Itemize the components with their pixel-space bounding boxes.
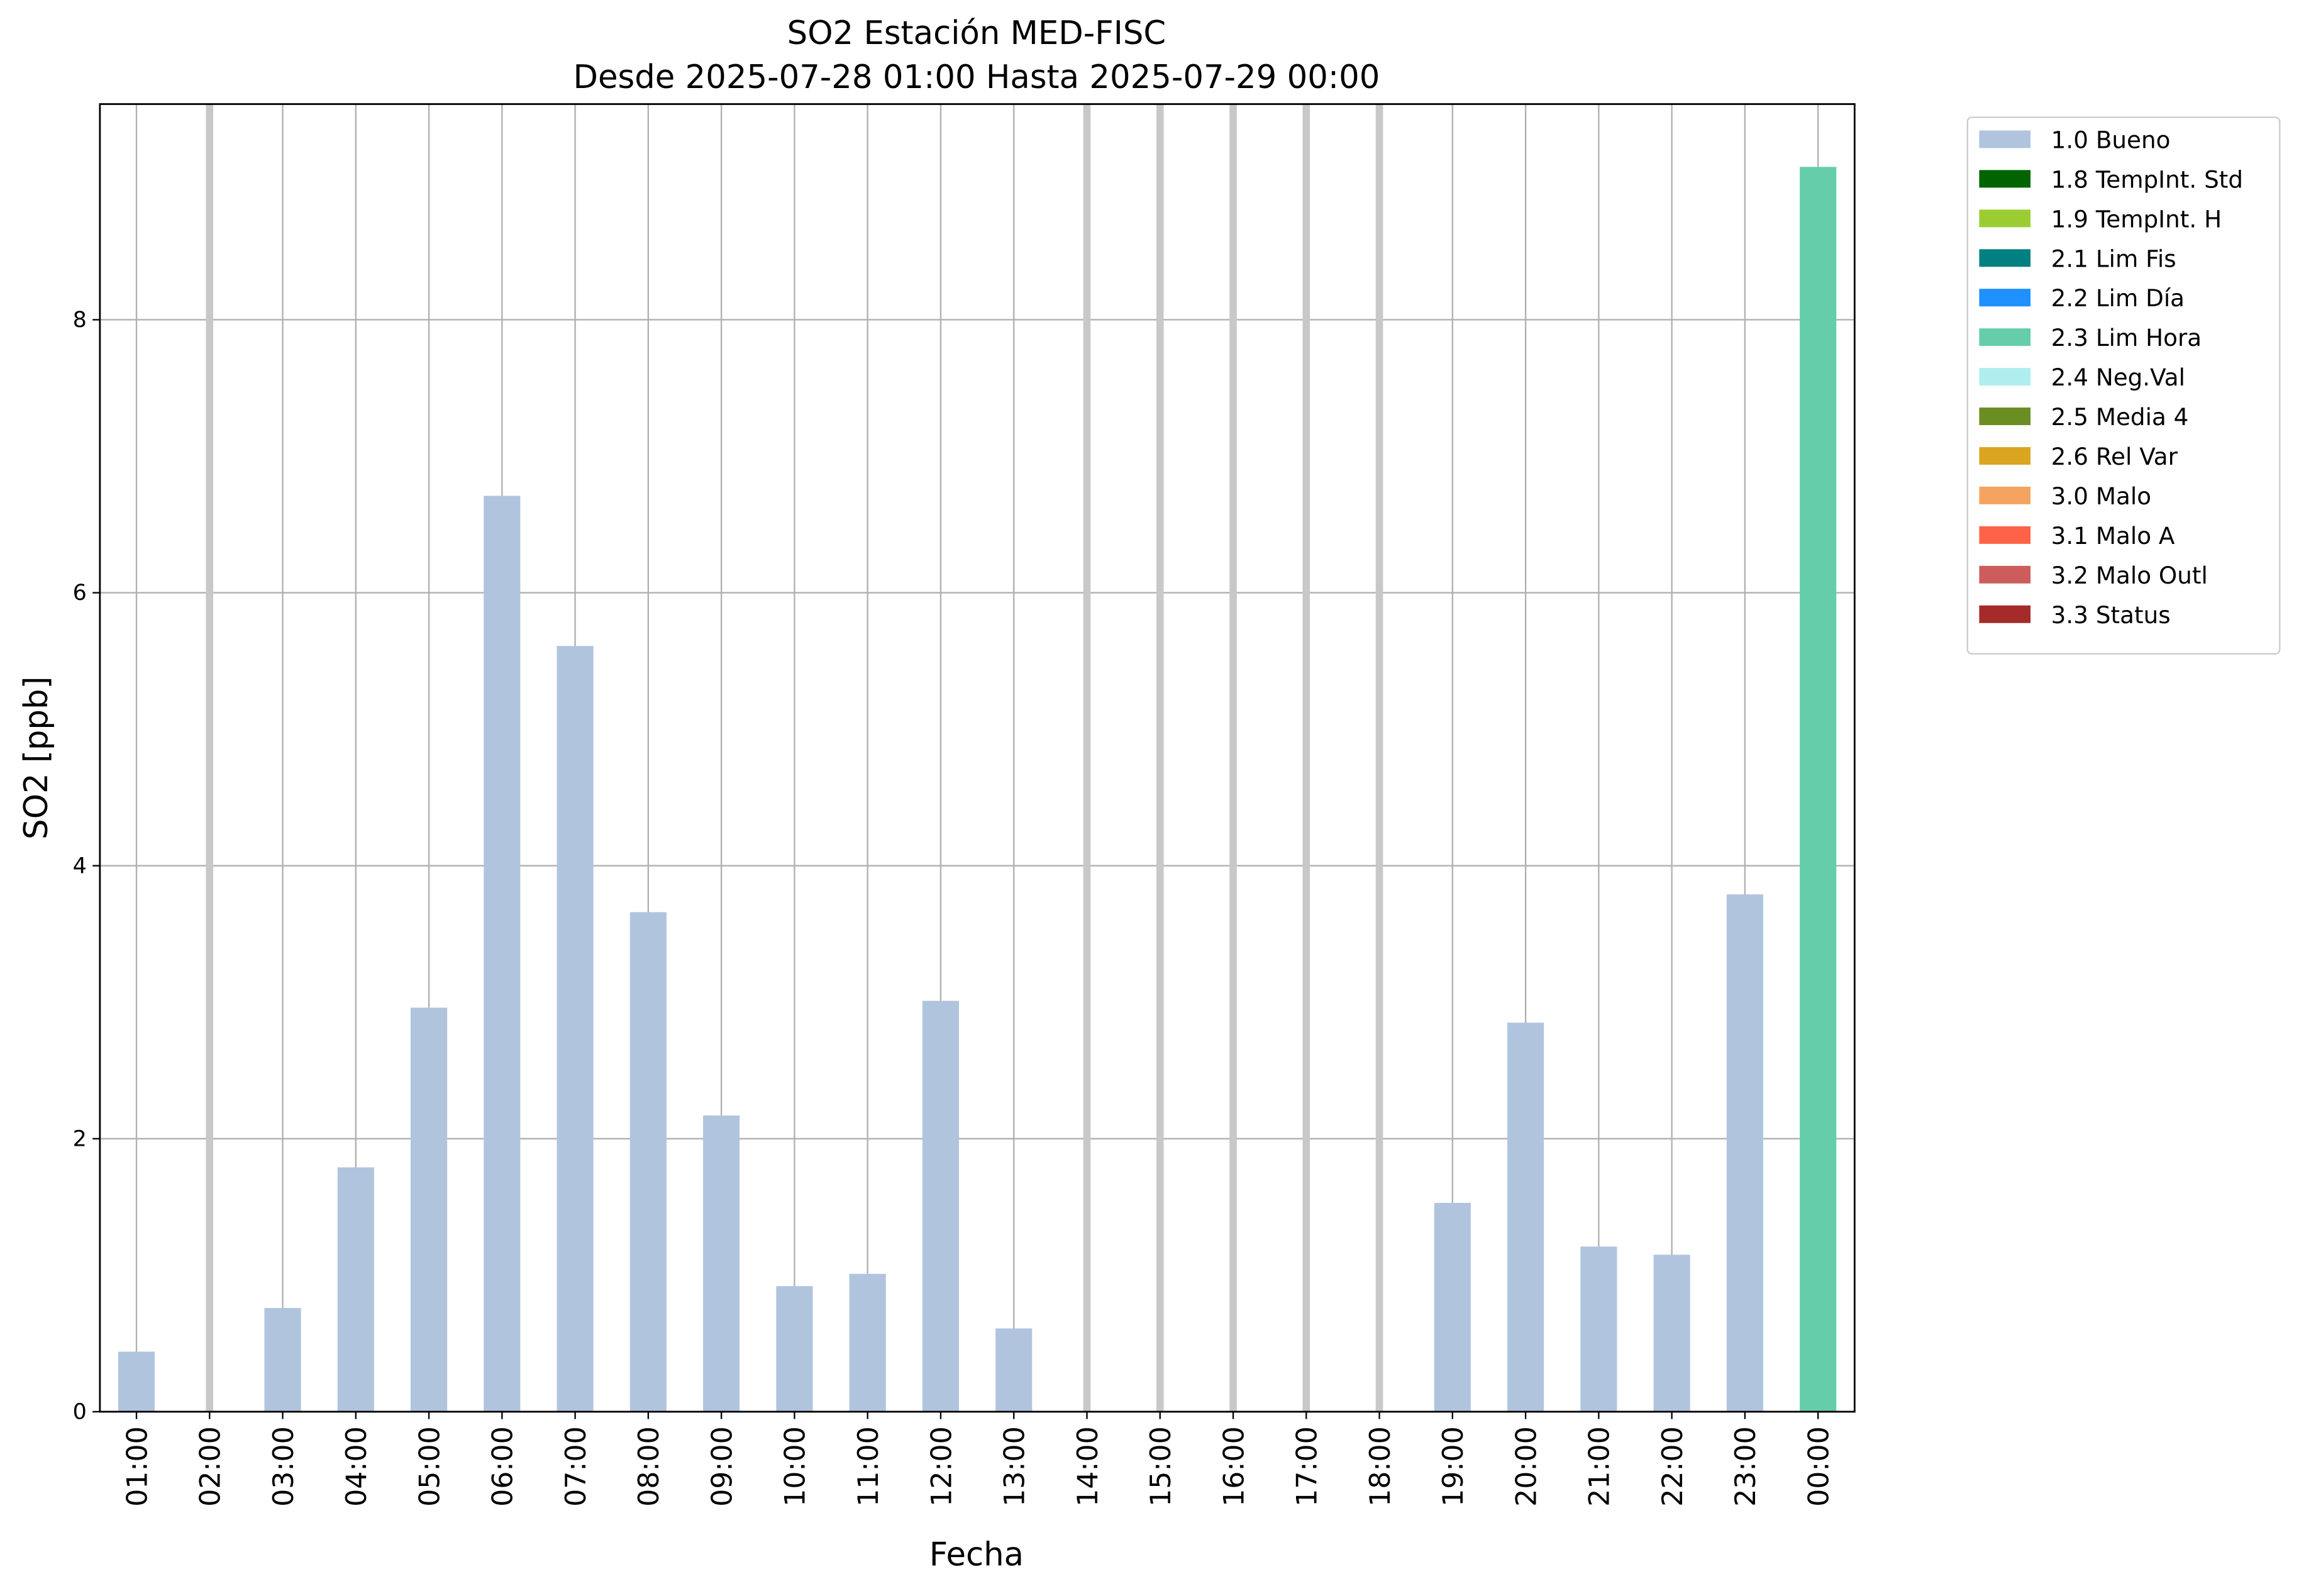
legend-swatch: [1979, 249, 2031, 267]
bar: [1800, 167, 1837, 1412]
bar: [776, 1286, 813, 1412]
bar: [411, 1007, 448, 1412]
legend-swatch: [1979, 209, 2031, 228]
legend-label: 2.3 Lim Hora: [2051, 324, 2202, 352]
x-tick-label: 18:00: [1365, 1426, 1397, 1507]
x-tick-label: 23:00: [1730, 1426, 1762, 1507]
chart-title: SO2 Estación MED-FISC: [787, 14, 1166, 52]
x-tick-label: 17:00: [1292, 1426, 1324, 1507]
x-axis-label: Fecha: [929, 1536, 1024, 1574]
bar: [629, 912, 667, 1412]
bar: [1580, 1246, 1617, 1412]
legend-label: 1.0 Bueno: [2051, 126, 2171, 153]
x-tick-label: 01:00: [121, 1426, 153, 1507]
x-tick-label: 16:00: [1218, 1426, 1250, 1507]
legend-swatch: [1979, 289, 2031, 307]
y-tick-label: 0: [73, 1400, 87, 1425]
x-tick-label: 06:00: [487, 1426, 519, 1507]
missing-band: [1083, 104, 1091, 1412]
legend-swatch: [1979, 170, 2031, 188]
bar: [337, 1167, 374, 1412]
bar: [1434, 1202, 1471, 1412]
x-tick-label: 19:00: [1438, 1426, 1470, 1507]
missing-band: [1302, 104, 1310, 1412]
y-axis-label: SO2 [ppb]: [18, 677, 55, 840]
legend-swatch: [1979, 328, 2031, 346]
chart-subtitle: Desde 2025-07-28 01:00 Hasta 2025-07-29 …: [573, 58, 1380, 96]
bar: [995, 1328, 1033, 1412]
missing-band: [1156, 104, 1164, 1412]
y-tick-label: 2: [73, 1126, 87, 1151]
x-tick-label: 20:00: [1510, 1426, 1543, 1507]
bar: [1726, 894, 1763, 1412]
legend-swatch: [1979, 407, 2031, 426]
legend-label: 3.0 Malo: [2051, 482, 2151, 510]
legend-swatch: [1979, 447, 2031, 465]
x-tick-label: 00:00: [1803, 1426, 1835, 1507]
bar: [922, 1000, 960, 1412]
missing-band: [1375, 104, 1383, 1412]
x-tick-label: 14:00: [1072, 1426, 1104, 1507]
legend-label: 2.2 Lim Día: [2051, 284, 2185, 312]
x-tick-label: 12:00: [926, 1426, 958, 1507]
bar: [1507, 1022, 1544, 1412]
missing-band: [206, 104, 214, 1412]
legend-label: 1.9 TempInt. H: [2051, 205, 2222, 233]
x-tick-label: 04:00: [341, 1426, 373, 1507]
x-tick-label: 07:00: [560, 1426, 592, 1507]
legend-label: 2.6 Rel Var: [2051, 443, 2178, 470]
legend-swatch: [1979, 526, 2031, 544]
y-tick-label: 6: [73, 580, 87, 606]
x-tick-label: 10:00: [780, 1426, 812, 1507]
x-tick-label: 11:00: [853, 1426, 885, 1507]
x-tick-label: 03:00: [268, 1426, 300, 1507]
plot-frame: [99, 103, 1856, 1413]
legend-swatch: [1979, 486, 2031, 504]
legend-label: 3.3 Status: [2051, 601, 2171, 629]
legend-label: 3.2 Malo Outl: [2051, 562, 2208, 589]
bar: [264, 1307, 301, 1412]
bar: [703, 1115, 740, 1412]
x-tick-label: 02:00: [195, 1426, 227, 1507]
legend-label: 2.5 Media 4: [2051, 403, 2189, 431]
legend-label: 2.1 Lim Fis: [2051, 245, 2176, 272]
x-tick-label: 22:00: [1657, 1426, 1689, 1507]
bar: [118, 1351, 155, 1412]
x-tick-label: 05:00: [414, 1426, 446, 1507]
legend-label: 1.8 TempInt. Std: [2051, 165, 2243, 193]
legend-swatch: [1979, 565, 2031, 584]
x-tick-label: 08:00: [633, 1426, 665, 1507]
x-tick-label: 15:00: [1145, 1426, 1177, 1507]
x-tick-label: 09:00: [706, 1426, 738, 1507]
legend-box: [1966, 116, 2281, 655]
bar: [1653, 1255, 1690, 1412]
y-tick-label: 4: [73, 853, 87, 878]
bar: [849, 1273, 886, 1412]
bar: [557, 646, 594, 1412]
legend-label: 3.1 Malo A: [2051, 522, 2175, 550]
x-tick-label: 21:00: [1584, 1426, 1616, 1507]
missing-band: [1229, 104, 1237, 1412]
legend-swatch: [1979, 130, 2031, 148]
legend-swatch: [1979, 605, 2031, 623]
legend-label: 2.4 Neg.Val: [2051, 363, 2185, 391]
y-tick-label: 8: [73, 308, 87, 333]
bar: [484, 496, 521, 1412]
legend-swatch: [1979, 368, 2031, 386]
x-tick-label: 13:00: [999, 1426, 1031, 1507]
